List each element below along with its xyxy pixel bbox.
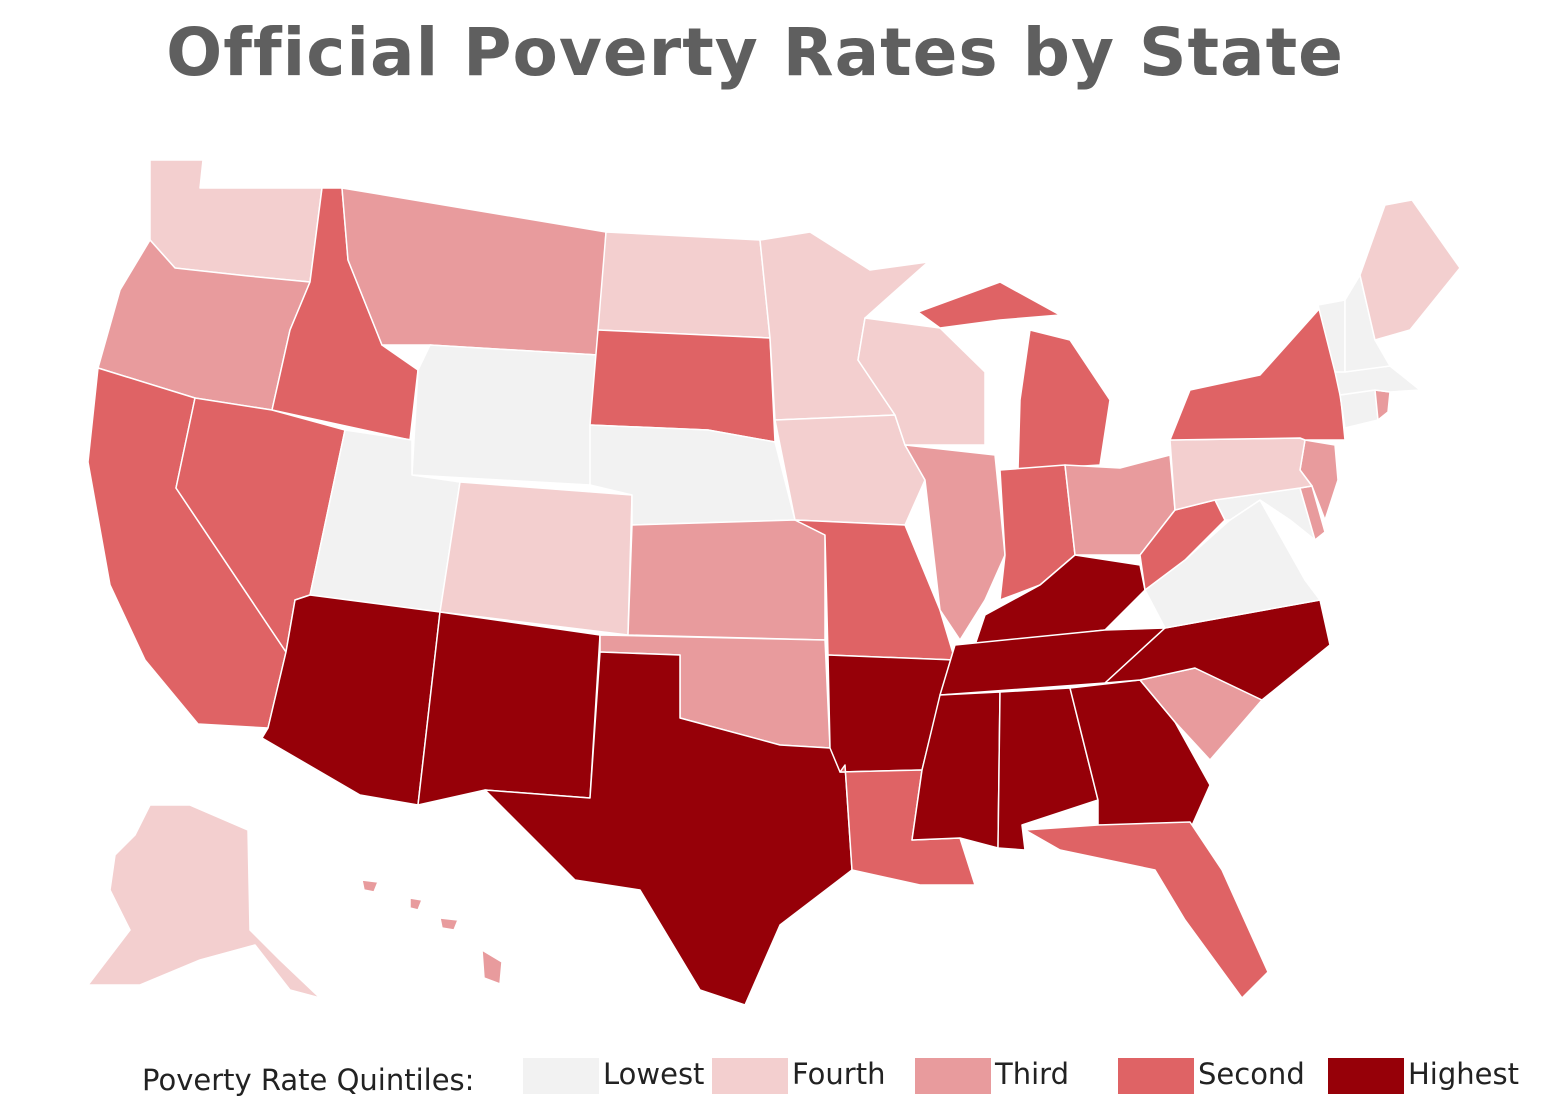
legend-text-second: Second [1198, 1057, 1305, 1091]
state-ct[interactable] [1339, 389, 1379, 429]
state-me[interactable] [1359, 199, 1461, 341]
state-wa[interactable] [149, 159, 323, 283]
state-wi[interactable] [857, 317, 986, 446]
state-il[interactable] [904, 444, 1006, 641]
state-ak[interactable] [87, 804, 321, 999]
legend-swatch-highest [1328, 1058, 1404, 1094]
state-nc[interactable] [1104, 599, 1331, 701]
state-ks[interactable] [627, 519, 826, 641]
legend-label: Poverty Rate Quintiles: [142, 1063, 475, 1097]
us-choropleth-map [87, 159, 1461, 1006]
legend-text-lowest: Lowest [603, 1057, 705, 1091]
state-ri[interactable] [1374, 389, 1391, 421]
state-nh[interactable] [1344, 274, 1391, 373]
state-sd[interactable] [589, 329, 776, 443]
legend: Poverty Rate Quintiles: Lowest Fourth Th… [0, 1055, 1545, 1099]
state-co[interactable] [439, 481, 633, 636]
state-hi[interactable] [361, 879, 503, 985]
page-title: Official Poverty Rates by State [166, 14, 1344, 91]
legend-text-fourth: Fourth [792, 1057, 886, 1091]
state-ny[interactable] [1169, 307, 1346, 441]
legend-swatch-third [915, 1058, 991, 1094]
legend-text-highest: Highest [1408, 1057, 1519, 1091]
state-mt[interactable] [341, 187, 607, 356]
legend-swatch-lowest [523, 1058, 599, 1094]
state-fl[interactable] [1024, 821, 1269, 999]
legend-swatch-fourth [712, 1058, 788, 1094]
state-nm[interactable] [417, 611, 601, 806]
state-mi[interactable] [917, 281, 1111, 471]
legend-text-third: Third [995, 1057, 1069, 1091]
legend-swatch-second [1118, 1058, 1194, 1094]
state-tx[interactable] [484, 651, 853, 1006]
state-nd[interactable] [597, 231, 771, 339]
state-wy[interactable] [411, 344, 599, 486]
